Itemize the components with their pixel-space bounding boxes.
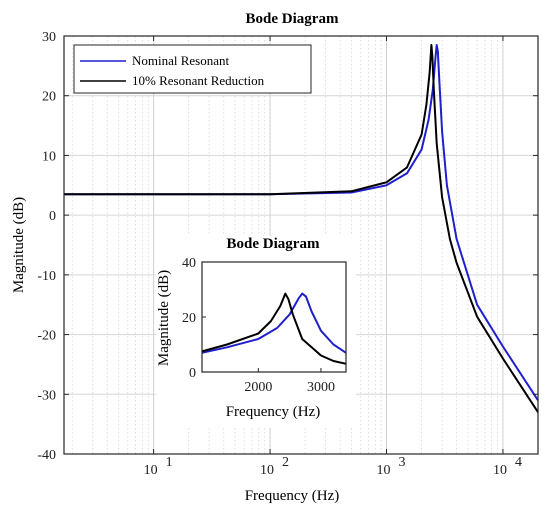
inset-plot-area xyxy=(201,292,347,365)
main-x-ticks: 10 1 10 2 10 3 10 4 xyxy=(144,36,522,478)
main-x-tick-exponent: 4 xyxy=(515,455,522,470)
inset-x-ticks: 2000 3000 xyxy=(244,368,335,395)
main-x-tick-exponent: 2 xyxy=(282,455,289,470)
main-x-tick-label: 10 xyxy=(260,463,274,478)
main-y-tick-label: -10 xyxy=(37,269,56,284)
main-y-tick-label: -20 xyxy=(37,329,56,344)
inset-series-line-reduction xyxy=(201,292,347,365)
inset-x-axis-label: Frequency (Hz) xyxy=(226,404,321,420)
main-y-axis-label: Magnitude (dB) xyxy=(11,197,27,293)
main-x-tick-label: 10 xyxy=(377,463,391,478)
inset-chart-title: Bode Diagram xyxy=(227,236,320,252)
main-x-tick-exponent: 3 xyxy=(399,455,406,470)
main-x-axis-label: Frequency (Hz) xyxy=(245,488,340,504)
main-y-tick-label: 0 xyxy=(49,209,56,224)
inset-y-axis-label: Magnitude (dB) xyxy=(156,270,172,366)
main-y-tick-label: 20 xyxy=(42,90,56,105)
inset-x-tick-label: 2000 xyxy=(244,380,272,395)
legend-label-reduction: 10% Resonant Reduction xyxy=(132,73,265,88)
inset-y-tick-label: 20 xyxy=(182,311,196,326)
inset-y-tick-label: 40 xyxy=(182,256,196,271)
main-x-tick-exponent: 1 xyxy=(166,455,173,470)
main-axes-box xyxy=(63,35,539,455)
legend: Nominal Resonant 10% Resonant Reduction xyxy=(73,44,312,94)
legend-label-nominal: Nominal Resonant xyxy=(132,53,230,68)
main-y-tick-label: 10 xyxy=(42,149,56,164)
main-plot-area xyxy=(64,44,539,413)
legend-box xyxy=(73,44,312,94)
inset-y-ticks: 40 20 0 xyxy=(182,256,206,381)
main-chart-title: Bode Diagram xyxy=(246,11,339,27)
inset-chart: Bode Diagram 40 20 0 2000 3000 Frequency (H… xyxy=(156,236,356,428)
main-y-tick-label: 30 xyxy=(42,30,56,45)
main-y-ticks: 30 20 10 0 -10 -20 -30 -40 xyxy=(37,30,538,463)
inset-y-tick-label: 0 xyxy=(189,366,196,381)
main-y-tick-label: -30 xyxy=(37,388,56,403)
inset-series-line-nominal xyxy=(201,292,347,354)
series-line-10pct-resonant-reduction xyxy=(64,44,539,413)
inset-x-tick-label: 3000 xyxy=(307,380,335,395)
main-y-tick-label: -40 xyxy=(37,448,56,463)
series-line-nominal-resonant xyxy=(64,44,539,401)
main-x-tick-label: 10 xyxy=(144,463,158,478)
main-x-tick-label: 10 xyxy=(493,463,507,478)
